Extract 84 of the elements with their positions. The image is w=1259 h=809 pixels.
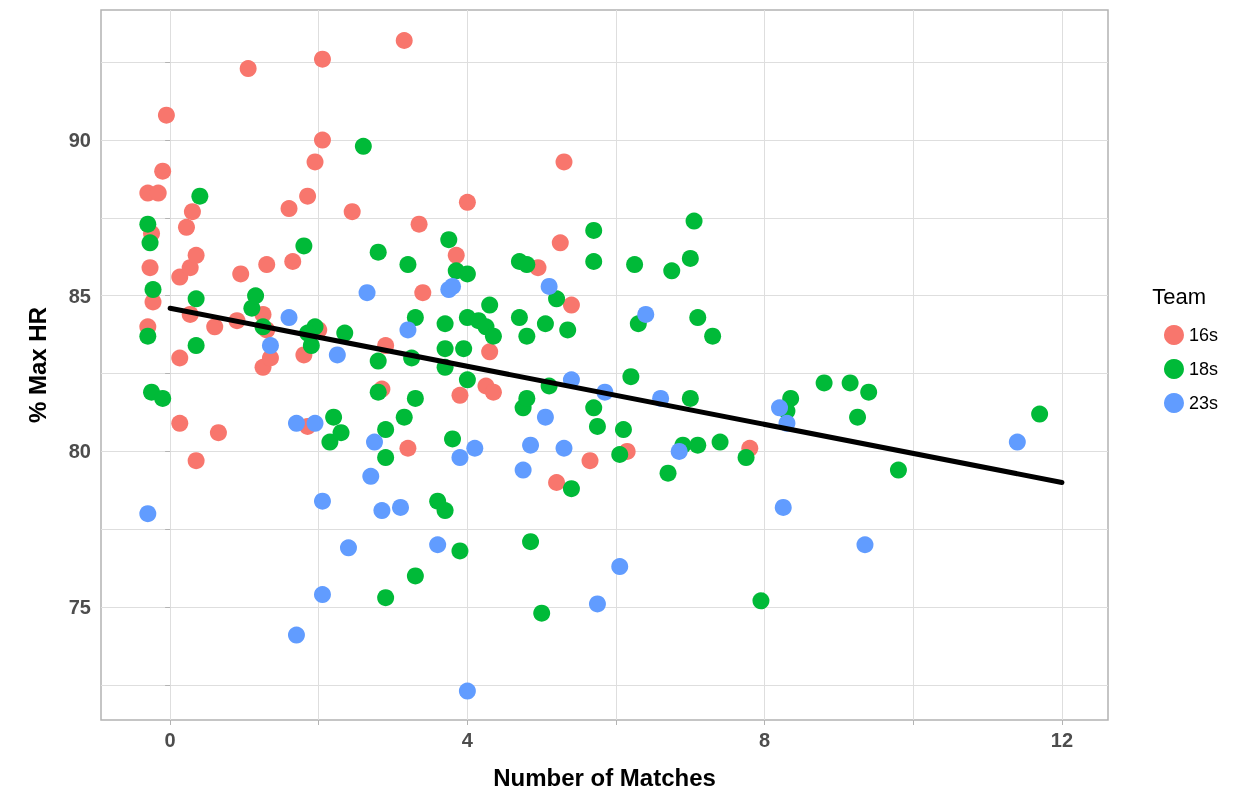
point (339, 539, 357, 557)
point (774, 498, 792, 516)
point (451, 386, 469, 404)
point (154, 162, 172, 180)
point (548, 474, 566, 491)
point (239, 60, 257, 78)
point (1008, 433, 1026, 451)
point (171, 349, 189, 367)
point (299, 187, 317, 205)
point (392, 498, 409, 516)
point (588, 595, 606, 613)
point (410, 215, 428, 233)
point (429, 536, 447, 554)
point (287, 414, 305, 432)
point (358, 284, 376, 302)
point (183, 203, 201, 221)
point (171, 414, 189, 432)
point (328, 346, 346, 364)
point (555, 439, 573, 457)
point (551, 234, 569, 252)
point (187, 246, 205, 264)
point (611, 558, 629, 576)
x-tick-label: 0 (164, 729, 176, 751)
point (313, 50, 331, 68)
point (232, 265, 250, 283)
point (261, 337, 279, 355)
point (373, 502, 391, 520)
point (484, 383, 502, 401)
point (522, 436, 540, 454)
point (171, 268, 189, 286)
point (366, 433, 383, 451)
point (447, 246, 465, 264)
point (399, 321, 417, 339)
point (670, 442, 688, 460)
point (555, 153, 573, 171)
point (258, 256, 276, 274)
point (540, 277, 558, 295)
point (313, 492, 331, 510)
point (306, 414, 324, 432)
point (287, 626, 305, 644)
point (206, 318, 224, 336)
point (466, 439, 484, 457)
point (306, 153, 324, 171)
point (313, 586, 331, 604)
x-tick-label: 8 (759, 729, 771, 751)
y-tick-label: 75 (68, 596, 91, 619)
point (187, 452, 205, 470)
point (581, 452, 599, 470)
point (399, 439, 417, 457)
point (284, 253, 302, 270)
point (481, 343, 499, 361)
legend-label: 18s (1188, 359, 1219, 379)
point (458, 682, 476, 700)
legend-title: Team (1152, 283, 1206, 309)
point (177, 218, 195, 236)
point (536, 408, 554, 426)
point (414, 284, 432, 302)
point (141, 259, 159, 277)
point (458, 193, 476, 211)
x-tick-label: 4 (461, 729, 474, 751)
x-axis-title: Number of Matches (493, 763, 716, 791)
point (856, 536, 874, 554)
y-tick-label: 90 (68, 129, 91, 152)
y-tick-label: 85 (68, 284, 91, 307)
point (209, 424, 227, 442)
point (637, 305, 655, 323)
point (395, 32, 413, 49)
point (444, 277, 462, 295)
y-tick-label: 80 (68, 440, 91, 463)
point (362, 467, 380, 485)
point (157, 106, 175, 124)
point (280, 200, 298, 218)
point (313, 131, 331, 149)
point (343, 203, 361, 221)
point (562, 296, 580, 314)
point (451, 449, 469, 467)
legend-label: 23s (1188, 393, 1219, 413)
point (139, 505, 157, 523)
y-axis-title: % Max HR (23, 306, 51, 424)
x-tick-label: 12 (1050, 729, 1074, 751)
legend-label: 16s (1188, 325, 1219, 345)
point (771, 399, 789, 417)
point (514, 461, 532, 479)
point (280, 309, 298, 327)
